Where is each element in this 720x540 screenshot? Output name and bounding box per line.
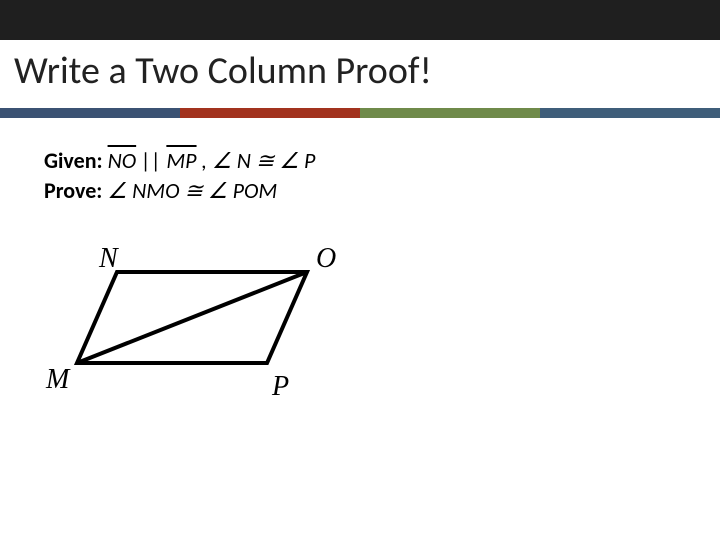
given-segment-mp: MP [166,147,196,174]
prove-angle-pom: POM [233,177,278,204]
accent-segment-1 [0,108,180,118]
angle-symbol-1: ∠ [212,148,232,173]
prove-label: Prove: [44,177,102,204]
parallel-symbol: || [141,147,166,174]
prove-line: Prove: ∠ NMO ≅ ∠ POM [44,176,676,206]
given-angle-n: N [237,147,251,174]
accent-segment-4 [540,108,720,118]
congruent-symbol-2: ≅ [184,177,207,204]
slide-title: Write a Two Column Proof! [0,40,720,102]
prove-angle-nmo: NMO [132,177,179,204]
svg-text:N: N [98,243,119,274]
content-area: Given: NO || MP , ∠ N ≅ ∠ P Prove: ∠ NMO… [0,118,720,453]
congruent-symbol-1: ≅ [256,147,279,174]
svg-text:P: P [271,371,289,402]
comma: , [202,147,212,174]
accent-bar [0,108,720,118]
geometry-figure: N O M P [39,235,676,425]
angle-symbol-4: ∠ [208,178,228,203]
accent-segment-2 [180,108,360,118]
svg-text:O: O [316,243,336,274]
given-segment-no: NO [108,147,137,174]
given-label: Given: [44,147,103,174]
header-band [0,0,720,40]
angle-symbol-2: ∠ [279,148,299,173]
svg-text:M: M [45,364,71,395]
slide: Write a Two Column Proof! Given: NO || M… [0,0,720,540]
angle-symbol-3: ∠ [107,178,127,203]
given-line: Given: NO || MP , ∠ N ≅ ∠ P [44,146,676,176]
parallelogram-diagram: N O M P [39,235,349,420]
proof-statements: Given: NO || MP , ∠ N ≅ ∠ P Prove: ∠ NMO… [44,146,676,205]
given-angle-p: P [304,147,315,174]
accent-segment-3 [360,108,540,118]
